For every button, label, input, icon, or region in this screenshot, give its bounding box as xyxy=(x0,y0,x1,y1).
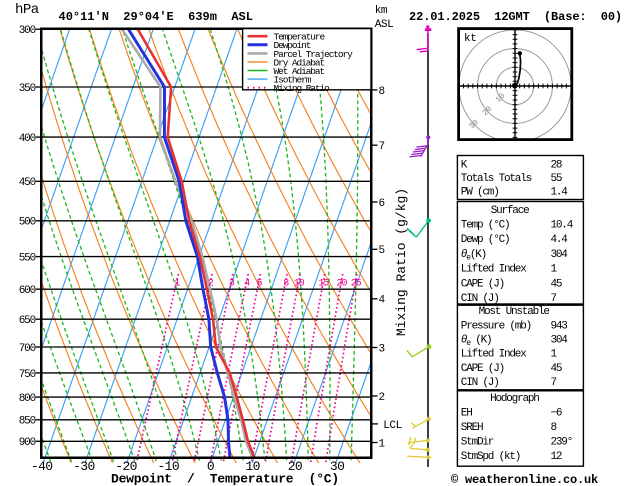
svg-text:20: 20 xyxy=(336,279,347,290)
svg-text:1.4: 1.4 xyxy=(551,187,569,199)
svg-text:km: km xyxy=(375,5,388,17)
svg-text:K: K xyxy=(461,159,468,171)
svg-text:943: 943 xyxy=(551,320,568,332)
svg-text:6: 6 xyxy=(379,198,385,210)
svg-text:StmSpd (kt): StmSpd (kt) xyxy=(461,451,520,463)
svg-text:Surface: Surface xyxy=(491,205,529,217)
svg-text:EH: EH xyxy=(461,408,472,420)
svg-text:1: 1 xyxy=(174,279,180,290)
svg-text:700: 700 xyxy=(19,343,36,355)
svg-text:40°11'N 29°04'E 639m ASL: 40°11'N 29°04'E 639m ASL xyxy=(59,10,253,24)
svg-text:Hodograph: Hodograph xyxy=(490,393,539,405)
svg-text:350: 350 xyxy=(19,83,36,95)
svg-text:5: 5 xyxy=(379,245,385,257)
svg-text:-40: -40 xyxy=(31,459,53,474)
svg-text:1: 1 xyxy=(379,438,386,450)
svg-text:850: 850 xyxy=(19,416,36,428)
svg-text:45: 45 xyxy=(551,278,562,290)
svg-text:239°: 239° xyxy=(551,437,573,449)
svg-text:4.4: 4.4 xyxy=(551,234,569,246)
svg-text:StmDir: StmDir xyxy=(461,437,494,449)
svg-text:7: 7 xyxy=(379,141,385,153)
svg-text:400: 400 xyxy=(19,133,36,145)
svg-text:4: 4 xyxy=(244,279,250,290)
svg-text:22.01.2025 12GMT (Base: 00): 22.01.2025 12GMT (Base: 00) xyxy=(409,10,622,24)
svg-text:15: 15 xyxy=(318,279,329,290)
svg-text:-20: -20 xyxy=(115,459,137,474)
svg-text:12: 12 xyxy=(551,451,562,463)
svg-text:Most Unstable: Most Unstable xyxy=(479,306,550,318)
svg-text:Dewpoint: Dewpoint xyxy=(274,40,311,51)
svg-text:Lifted Index: Lifted Index xyxy=(461,264,527,276)
svg-text:θe (K): θe (K) xyxy=(461,335,492,349)
svg-text:550: 550 xyxy=(19,253,36,265)
svg-text:Wet Adiabat: Wet Adiabat xyxy=(274,66,325,77)
svg-text:-10: -10 xyxy=(157,459,179,474)
svg-text:Dewp (°C): Dewp (°C) xyxy=(461,234,510,246)
svg-text:28: 28 xyxy=(551,159,562,171)
svg-text:PW (cm): PW (cm) xyxy=(461,187,499,199)
svg-text:CAPE (J): CAPE (J) xyxy=(461,278,504,290)
svg-text:55: 55 xyxy=(551,173,562,185)
svg-text:25: 25 xyxy=(351,279,362,290)
svg-text:Isotherm: Isotherm xyxy=(274,75,312,86)
svg-text:Lifted Index: Lifted Index xyxy=(461,349,527,361)
svg-text:600: 600 xyxy=(19,285,36,297)
svg-text:10.4: 10.4 xyxy=(551,220,574,232)
svg-text:Temperature: Temperature xyxy=(274,32,326,43)
svg-text:900: 900 xyxy=(19,437,36,449)
svg-text:304: 304 xyxy=(551,335,569,347)
svg-text:800: 800 xyxy=(19,393,36,405)
svg-text:30: 30 xyxy=(330,459,344,474)
svg-text:3: 3 xyxy=(229,279,235,290)
svg-text:8: 8 xyxy=(551,422,557,434)
svg-text:Parcel Trajectory: Parcel Trajectory xyxy=(274,49,354,60)
svg-text:CAPE (J): CAPE (J) xyxy=(461,363,504,375)
svg-text:CIN (J): CIN (J) xyxy=(461,293,499,305)
svg-text:Mixing Ratio: Mixing Ratio xyxy=(274,83,331,94)
svg-text:kt: kt xyxy=(464,33,476,45)
svg-text:450: 450 xyxy=(19,177,36,189)
svg-text:0: 0 xyxy=(207,459,214,474)
svg-text:2: 2 xyxy=(379,392,385,404)
svg-text:304: 304 xyxy=(551,249,569,261)
svg-text:650: 650 xyxy=(19,315,36,327)
svg-text:7: 7 xyxy=(551,377,557,389)
svg-text:1: 1 xyxy=(551,349,558,361)
svg-text:1: 1 xyxy=(551,264,558,276)
svg-text:LCL: LCL xyxy=(383,420,402,432)
svg-text:© weatheronline.co.uk: © weatheronline.co.uk xyxy=(451,473,598,486)
svg-text:500: 500 xyxy=(19,217,36,229)
svg-text:10: 10 xyxy=(245,459,259,474)
svg-text:10: 10 xyxy=(294,279,305,290)
svg-text:SREH: SREH xyxy=(461,422,483,434)
svg-text:θe(K): θe(K) xyxy=(461,249,486,263)
svg-text:45: 45 xyxy=(551,363,562,375)
svg-text:20: 20 xyxy=(288,459,302,474)
svg-text:8: 8 xyxy=(283,279,289,290)
svg-text:5: 5 xyxy=(256,279,262,290)
svg-text:2: 2 xyxy=(208,279,214,290)
svg-text:Dry Adiabat: Dry Adiabat xyxy=(274,57,325,68)
svg-text:hPa: hPa xyxy=(15,2,39,18)
svg-text:3: 3 xyxy=(379,343,385,355)
svg-text:8: 8 xyxy=(379,86,385,98)
svg-text:300: 300 xyxy=(19,25,36,37)
svg-text:Totals Totals: Totals Totals xyxy=(461,173,532,185)
svg-text:Temp (°C): Temp (°C) xyxy=(461,220,510,232)
svg-text:Mixing Ratio (g/kg): Mixing Ratio (g/kg) xyxy=(394,188,409,336)
svg-text:4: 4 xyxy=(379,295,386,307)
svg-text:ASL: ASL xyxy=(375,19,394,31)
svg-text:750: 750 xyxy=(19,369,36,381)
svg-text:-30: -30 xyxy=(73,459,95,474)
svg-text:−6: −6 xyxy=(551,408,562,420)
svg-text:Dewpoint / Temperature (°C): Dewpoint / Temperature (°C) xyxy=(111,472,339,486)
svg-text:CIN (J): CIN (J) xyxy=(461,377,499,389)
svg-text:7: 7 xyxy=(551,293,557,305)
svg-text:Pressure (mb): Pressure (mb) xyxy=(461,320,531,332)
